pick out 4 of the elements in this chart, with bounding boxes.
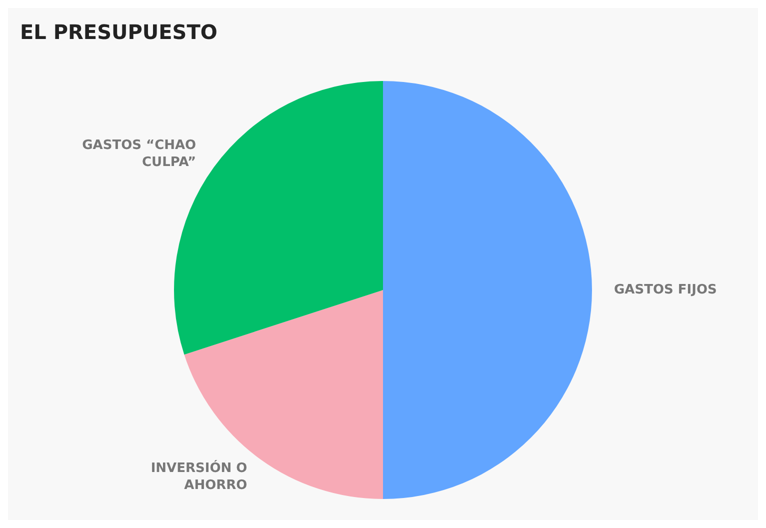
slice-label: GASTOS “CHAO CULPA” <box>82 138 196 170</box>
chart-title: EL PRESUPUESTO <box>20 20 218 44</box>
slice-label: INVERSIÓN O AHORRO <box>150 458 248 493</box>
slice-label: GASTOS FIJOS <box>614 282 717 298</box>
